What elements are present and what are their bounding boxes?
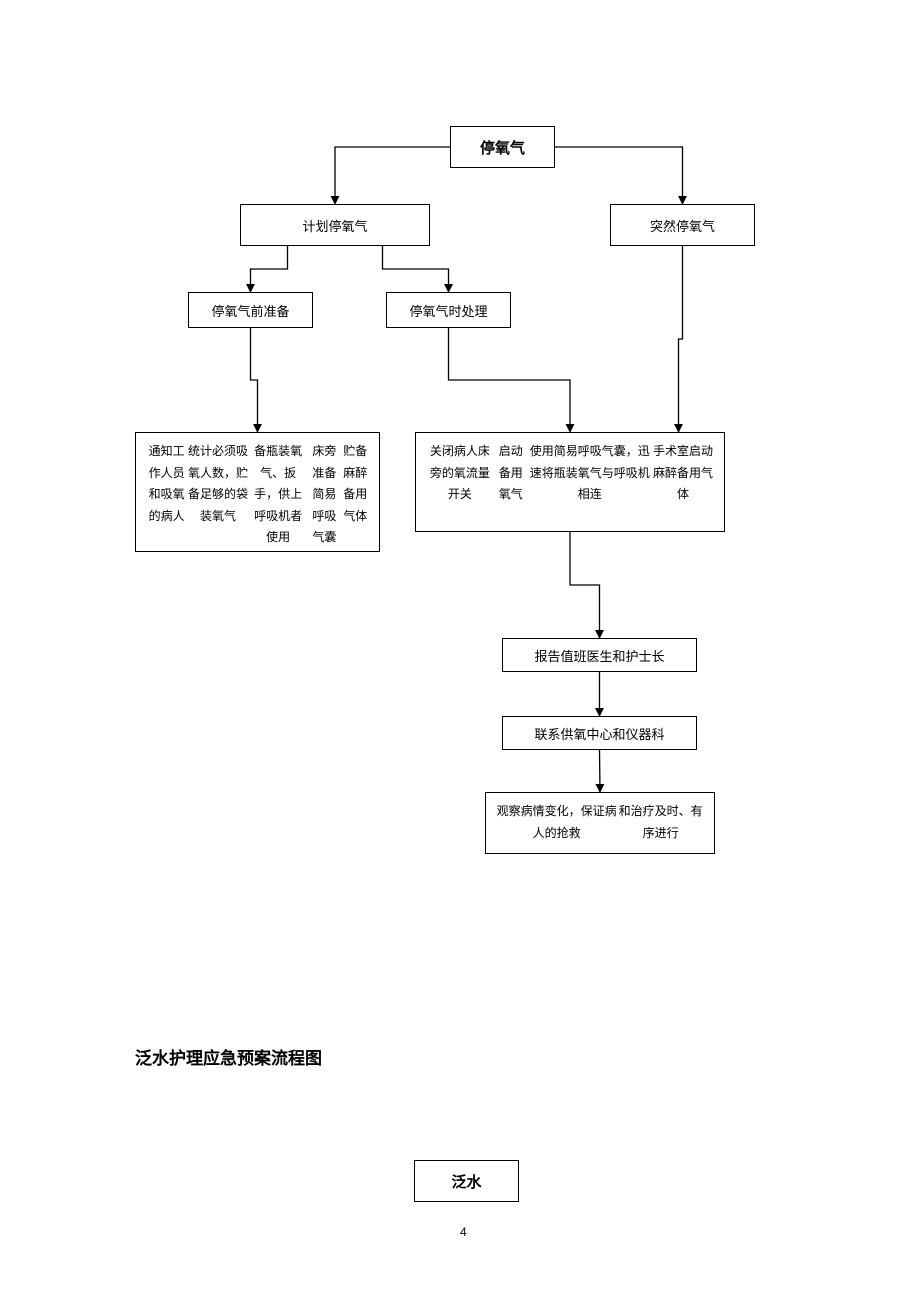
node-n10: 观察病情变化，保证病人的抢救和治疗及时、有序进行 [485, 792, 715, 854]
section-heading: 泛水护理应急预案流程图 [135, 1044, 322, 1069]
node-n9: 联系供氧中心和仪器科 [502, 716, 697, 750]
page-number: 4 [460, 1225, 467, 1239]
node-n7: 关闭病人床旁的氧流量开关启动备用氧气使用简易呼吸气囊，迅速将瓶装氧气与呼吸机相连… [415, 432, 725, 532]
node-n6: 通知工作人员和吸氧的病人统计必须吸氧人数，贮备足够的袋装氧气备瓶装氧气、扳手，供… [135, 432, 380, 552]
node-n5: 停氧气时处理 [386, 292, 511, 328]
node-n8: 报告值班医生和护士长 [502, 638, 697, 672]
node-n1: 停氧气 [450, 126, 555, 168]
node-n3: 突然停氧气 [610, 204, 755, 246]
flowchart-edges [0, 0, 920, 1302]
node-n4: 停氧气前准备 [188, 292, 313, 328]
node-n2: 计划停氧气 [240, 204, 430, 246]
node-bottom: 泛水 [414, 1160, 519, 1202]
